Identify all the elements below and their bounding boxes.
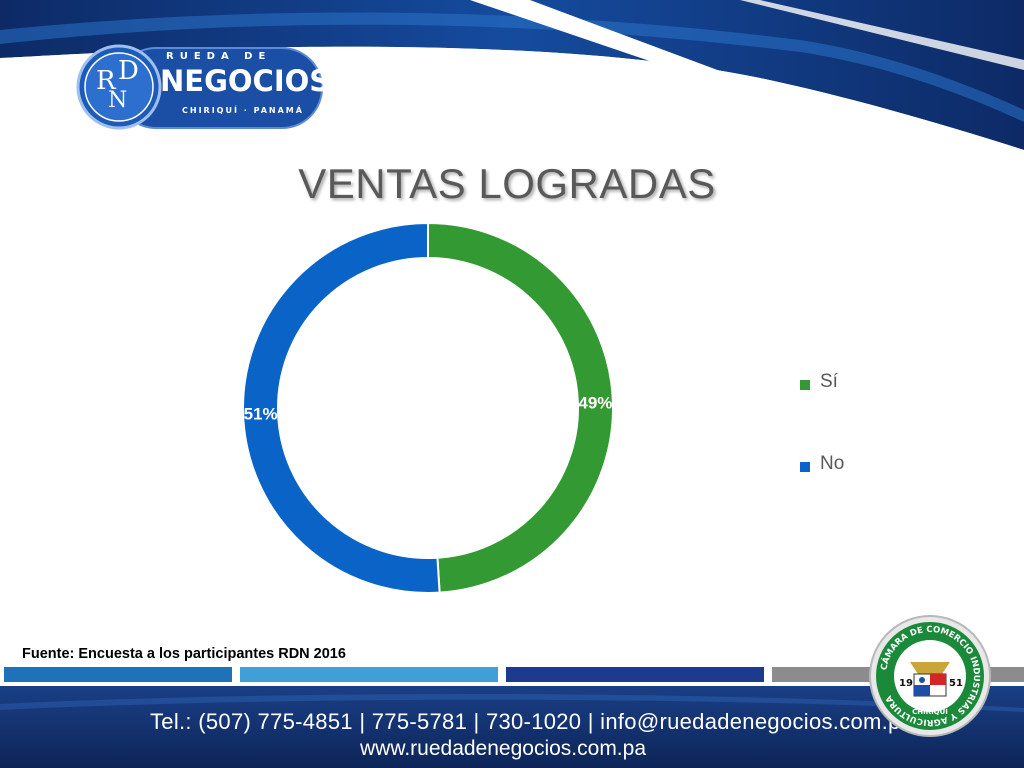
legend-label-si: Sí [820, 371, 838, 392]
seal-city: CHIRIQUÍ [912, 707, 948, 716]
legend-swatch-no [800, 462, 810, 472]
footer-band [0, 686, 1024, 768]
logo-letter-d: D [118, 56, 139, 86]
donut-slice-no [242, 221, 441, 594]
donut-slice-si [427, 221, 615, 594]
donut-labels: 49% 51% [244, 394, 613, 424]
seal-year-left: 19 [899, 678, 913, 689]
chamber-seal-logo: CÁMARA DE COMERCIO INDUSTRIAS Y AGRICULT… [868, 614, 992, 738]
logo-letter-n: N [108, 88, 128, 113]
legend-label-no: No [820, 453, 845, 474]
slide-title: VENTAS LOGRADAS [298, 160, 716, 207]
source-note: Fuente: Encuesta a los participantes RDN… [22, 646, 346, 662]
legend-swatch-si [800, 380, 810, 390]
logo-rueda-text: RUEDA DE [166, 51, 272, 62]
contact-website: www.ruedadenegocios.com.pa [360, 737, 647, 760]
footer-strip-3 [506, 667, 764, 682]
donut-slices [242, 221, 615, 594]
footer-strip-1 [4, 667, 232, 682]
footer-strip-2 [240, 667, 498, 682]
data-label-no: 51% [244, 404, 278, 423]
contact-phones: Tel.: (507) 775-4851 | 775-5781 | 730-10… [150, 709, 914, 734]
seal-year-right: 51 [949, 678, 963, 689]
logo-place-text: CHIRIQUÍ · PANAMÁ [182, 106, 304, 115]
data-label-si: 49% [578, 394, 612, 413]
logo-negocios-text: NEGOCIOS [160, 64, 331, 98]
rdn-logo: R D N RUEDA DE NEGOCIOS CHIRIQUÍ · PANAM… [76, 44, 330, 130]
logo-letter-r: R [96, 66, 116, 96]
